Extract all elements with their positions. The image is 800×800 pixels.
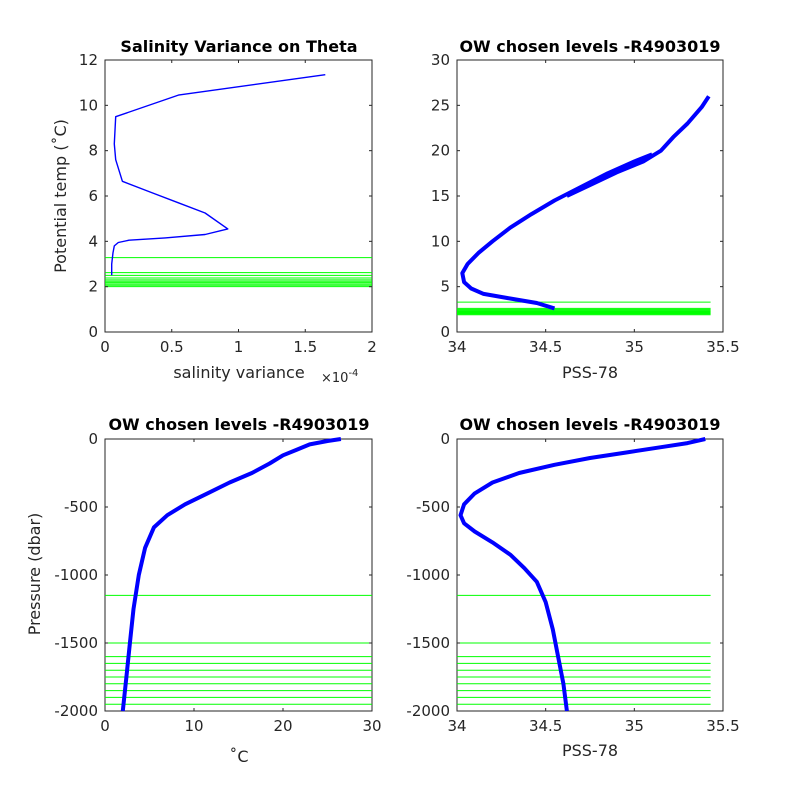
x-tick-label: 10 bbox=[184, 717, 203, 735]
x-axis-label: PSS-78 bbox=[562, 741, 618, 760]
x-tick-label: 0 bbox=[100, 717, 110, 735]
y-tick-label: 10 bbox=[431, 232, 450, 250]
x-tick-label: 2 bbox=[367, 338, 377, 356]
y-tick-label: 4 bbox=[88, 232, 98, 250]
panel-title: Salinity Variance on Theta bbox=[120, 37, 357, 56]
x-tick-label: 20 bbox=[273, 717, 292, 735]
y-tick-label: 25 bbox=[431, 96, 450, 114]
x-tick-label: 1.5 bbox=[293, 338, 317, 356]
y-axis-label: Potential temp (˚C) bbox=[51, 119, 70, 273]
y-tick-label: 0 bbox=[88, 323, 98, 341]
y-tick-label: 15 bbox=[431, 187, 450, 205]
y-tick-label: 0 bbox=[440, 323, 450, 341]
x-tick-label: 35 bbox=[625, 717, 644, 735]
panel-title: OW chosen levels -R4903019 bbox=[459, 415, 720, 434]
y-tick-label: 0 bbox=[88, 430, 98, 448]
x-tick-label: 34 bbox=[447, 338, 466, 356]
x-axis-label: ˚C bbox=[229, 747, 248, 766]
y-tick-label: 0 bbox=[440, 430, 450, 448]
x-tick-label: 30 bbox=[362, 717, 381, 735]
y-tick-label: 10 bbox=[79, 96, 98, 114]
y-tick-label: -1500 bbox=[406, 634, 450, 652]
y-tick-label: -2000 bbox=[54, 702, 98, 720]
x-tick-label: 35 bbox=[625, 338, 644, 356]
y-tick-label: 20 bbox=[431, 142, 450, 160]
x-tick-label: 1 bbox=[234, 338, 244, 356]
y-tick-label: -1000 bbox=[54, 566, 98, 584]
y-tick-label: -500 bbox=[64, 498, 98, 516]
x-tick-label: 34.5 bbox=[529, 717, 562, 735]
x-tick-label: 0.5 bbox=[160, 338, 184, 356]
x-tick-label: 35.5 bbox=[706, 338, 739, 356]
x-tick-label: 34 bbox=[447, 717, 466, 735]
y-tick-label: -1000 bbox=[406, 566, 450, 584]
panel-title: OW chosen levels -R4903019 bbox=[459, 37, 720, 56]
x-tick-label: 35.5 bbox=[706, 717, 739, 735]
y-tick-label: -2000 bbox=[406, 702, 450, 720]
panel-title: OW chosen levels -R4903019 bbox=[108, 415, 369, 434]
y-axis-label: Pressure (dbar) bbox=[25, 513, 44, 636]
x-axis-label: salinity variance bbox=[173, 363, 304, 382]
y-tick-label: 6 bbox=[88, 187, 98, 205]
y-tick-label: 2 bbox=[88, 278, 98, 296]
x-tick-label: 34.5 bbox=[529, 338, 562, 356]
x-tick-label: 0 bbox=[100, 338, 110, 356]
y-tick-label: 5 bbox=[440, 278, 450, 296]
y-tick-label: 12 bbox=[79, 51, 98, 69]
figure-background bbox=[0, 0, 800, 800]
y-tick-label: -1500 bbox=[54, 634, 98, 652]
y-tick-label: -500 bbox=[416, 498, 450, 516]
y-tick-label: 8 bbox=[88, 142, 98, 160]
y-tick-label: 30 bbox=[431, 51, 450, 69]
x-axis-label: PSS-78 bbox=[562, 363, 618, 382]
figure: Salinity Variance on Theta salinity vari… bbox=[0, 0, 800, 800]
